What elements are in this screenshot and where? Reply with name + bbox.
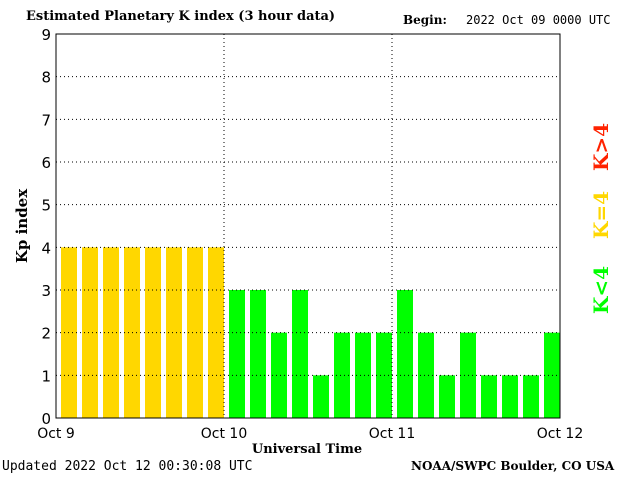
kp-bar (523, 375, 539, 418)
kp-bar (271, 332, 287, 418)
begin-value: 2022 Oct 09 0000 UTC (466, 13, 611, 27)
kp-bar (481, 375, 497, 418)
x-axis-label: Universal Time (252, 442, 362, 457)
y-tick-label: 0 (41, 410, 51, 428)
kp-bar (103, 247, 119, 418)
kp-bar (418, 332, 434, 418)
kp-bar (187, 247, 203, 418)
bars-group (61, 247, 560, 418)
y-tick-label: 3 (41, 282, 51, 300)
plot-frame (55, 33, 561, 419)
kp-bar (82, 247, 98, 418)
y-tick-label: 1 (41, 367, 51, 385)
legend-item: K>4 (589, 123, 613, 171)
credit: NOAA/SWPC Boulder, CO USA (411, 459, 615, 473)
y-tick-label: 7 (41, 111, 51, 129)
x-tick-label: Oct 10 (201, 426, 247, 442)
kp-bar (397, 290, 413, 418)
kp-bar (229, 290, 245, 418)
kp-bar (334, 332, 350, 418)
legend: K<4 K=4 K>4 (589, 123, 613, 314)
y-tick-label: 2 (41, 325, 51, 343)
updated-timestamp: Updated 2022 Oct 12 00:30:08 UTC (2, 459, 253, 474)
kp-bar (439, 375, 455, 418)
kp-bar (250, 290, 266, 418)
y-tick-labels: 0 1 2 3 4 5 6 7 8 9 (41, 26, 51, 428)
legend-item: K=4 (589, 191, 613, 239)
y-tick-label: 8 (41, 69, 51, 87)
y-axis-label: Kp index (13, 188, 31, 263)
y-tick-label: 4 (41, 239, 51, 257)
kp-bar (166, 247, 182, 418)
x-tick-labels: Oct 9 Oct 10 Oct 11 Oct 12 (37, 426, 583, 442)
y-tick-label: 9 (41, 26, 51, 44)
kp-bar (313, 375, 329, 418)
kp-bar (355, 332, 371, 418)
y-tick-label: 6 (41, 154, 51, 172)
y-tick-label: 5 (41, 197, 51, 215)
x-tick-label: Oct 11 (369, 426, 415, 442)
chart-title: Estimated Planetary K index (3 hour data… (26, 9, 336, 24)
kp-bar (502, 375, 518, 418)
begin-label: Begin: (403, 13, 447, 27)
x-tick-label: Oct 9 (37, 426, 75, 442)
x-tick-label: Oct 12 (537, 426, 583, 442)
legend-item: K<4 (589, 266, 613, 314)
kp-bar (292, 290, 308, 418)
